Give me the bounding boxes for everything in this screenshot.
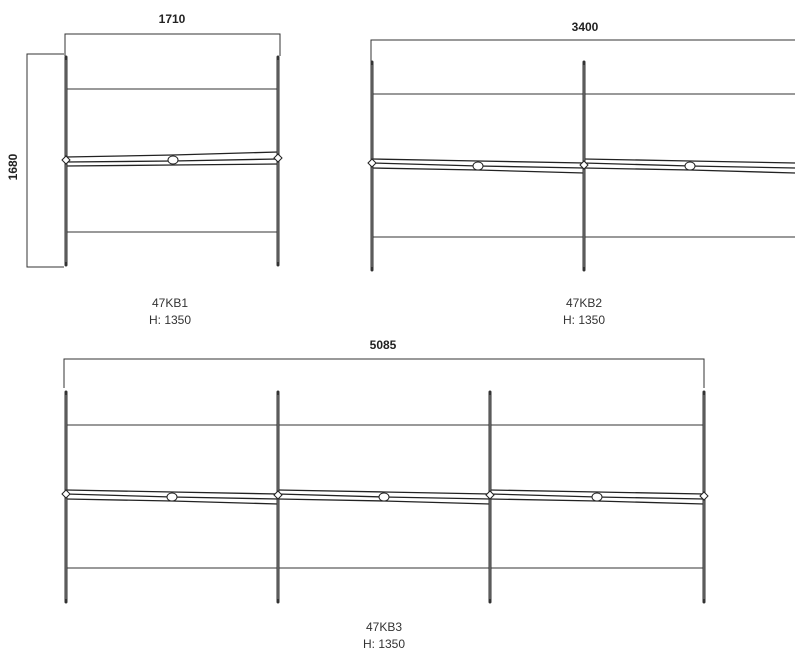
height-caption-47kb3: H: 1350 — [363, 637, 405, 651]
beam-joint — [167, 493, 177, 501]
beam-assembly — [66, 490, 278, 504]
diagram-47kb3: 5085 — [62, 338, 708, 651]
beam-assembly — [278, 490, 490, 504]
beam-assembly — [584, 159, 795, 173]
post — [274, 392, 282, 602]
width-label-47kb2: 3400 — [572, 20, 599, 34]
width-label-47kb1: 1710 — [159, 12, 186, 26]
post — [486, 392, 494, 602]
beam-joint — [379, 493, 389, 501]
post — [62, 392, 70, 602]
beam-assembly — [372, 159, 584, 173]
post — [580, 62, 588, 270]
beam-joint — [473, 162, 483, 170]
post — [274, 57, 282, 265]
model-label-47kb3: 47KB3 — [366, 620, 402, 634]
width-dimension-line-47kb1 — [65, 34, 280, 56]
width-label-47kb3: 5085 — [370, 338, 397, 352]
post — [700, 392, 708, 602]
model-label-47kb2: 47KB2 — [566, 296, 602, 310]
width-dimension-line-47kb2 — [371, 40, 795, 62]
height-label-47kb1: 1680 — [6, 153, 20, 180]
diagram-47kb1: 1710 1680 47KB1 H: 1350 — [6, 12, 282, 327]
height-caption-47kb1: H: 1350 — [149, 313, 191, 327]
beam-joint — [168, 156, 178, 164]
model-label-47kb1: 47KB1 — [152, 296, 188, 310]
height-dimension-line-47kb1 — [27, 54, 64, 267]
beam-joint — [592, 493, 602, 501]
beam-assembly — [66, 152, 278, 166]
beam-joint — [685, 162, 695, 170]
diagram-47kb2: 3400 47KB2 H: — [368, 20, 795, 327]
width-dimension-line-47kb3 — [64, 359, 704, 388]
post — [62, 57, 70, 265]
post — [368, 62, 376, 270]
beam-assembly — [490, 490, 704, 504]
height-caption-47kb2: H: 1350 — [563, 313, 605, 327]
